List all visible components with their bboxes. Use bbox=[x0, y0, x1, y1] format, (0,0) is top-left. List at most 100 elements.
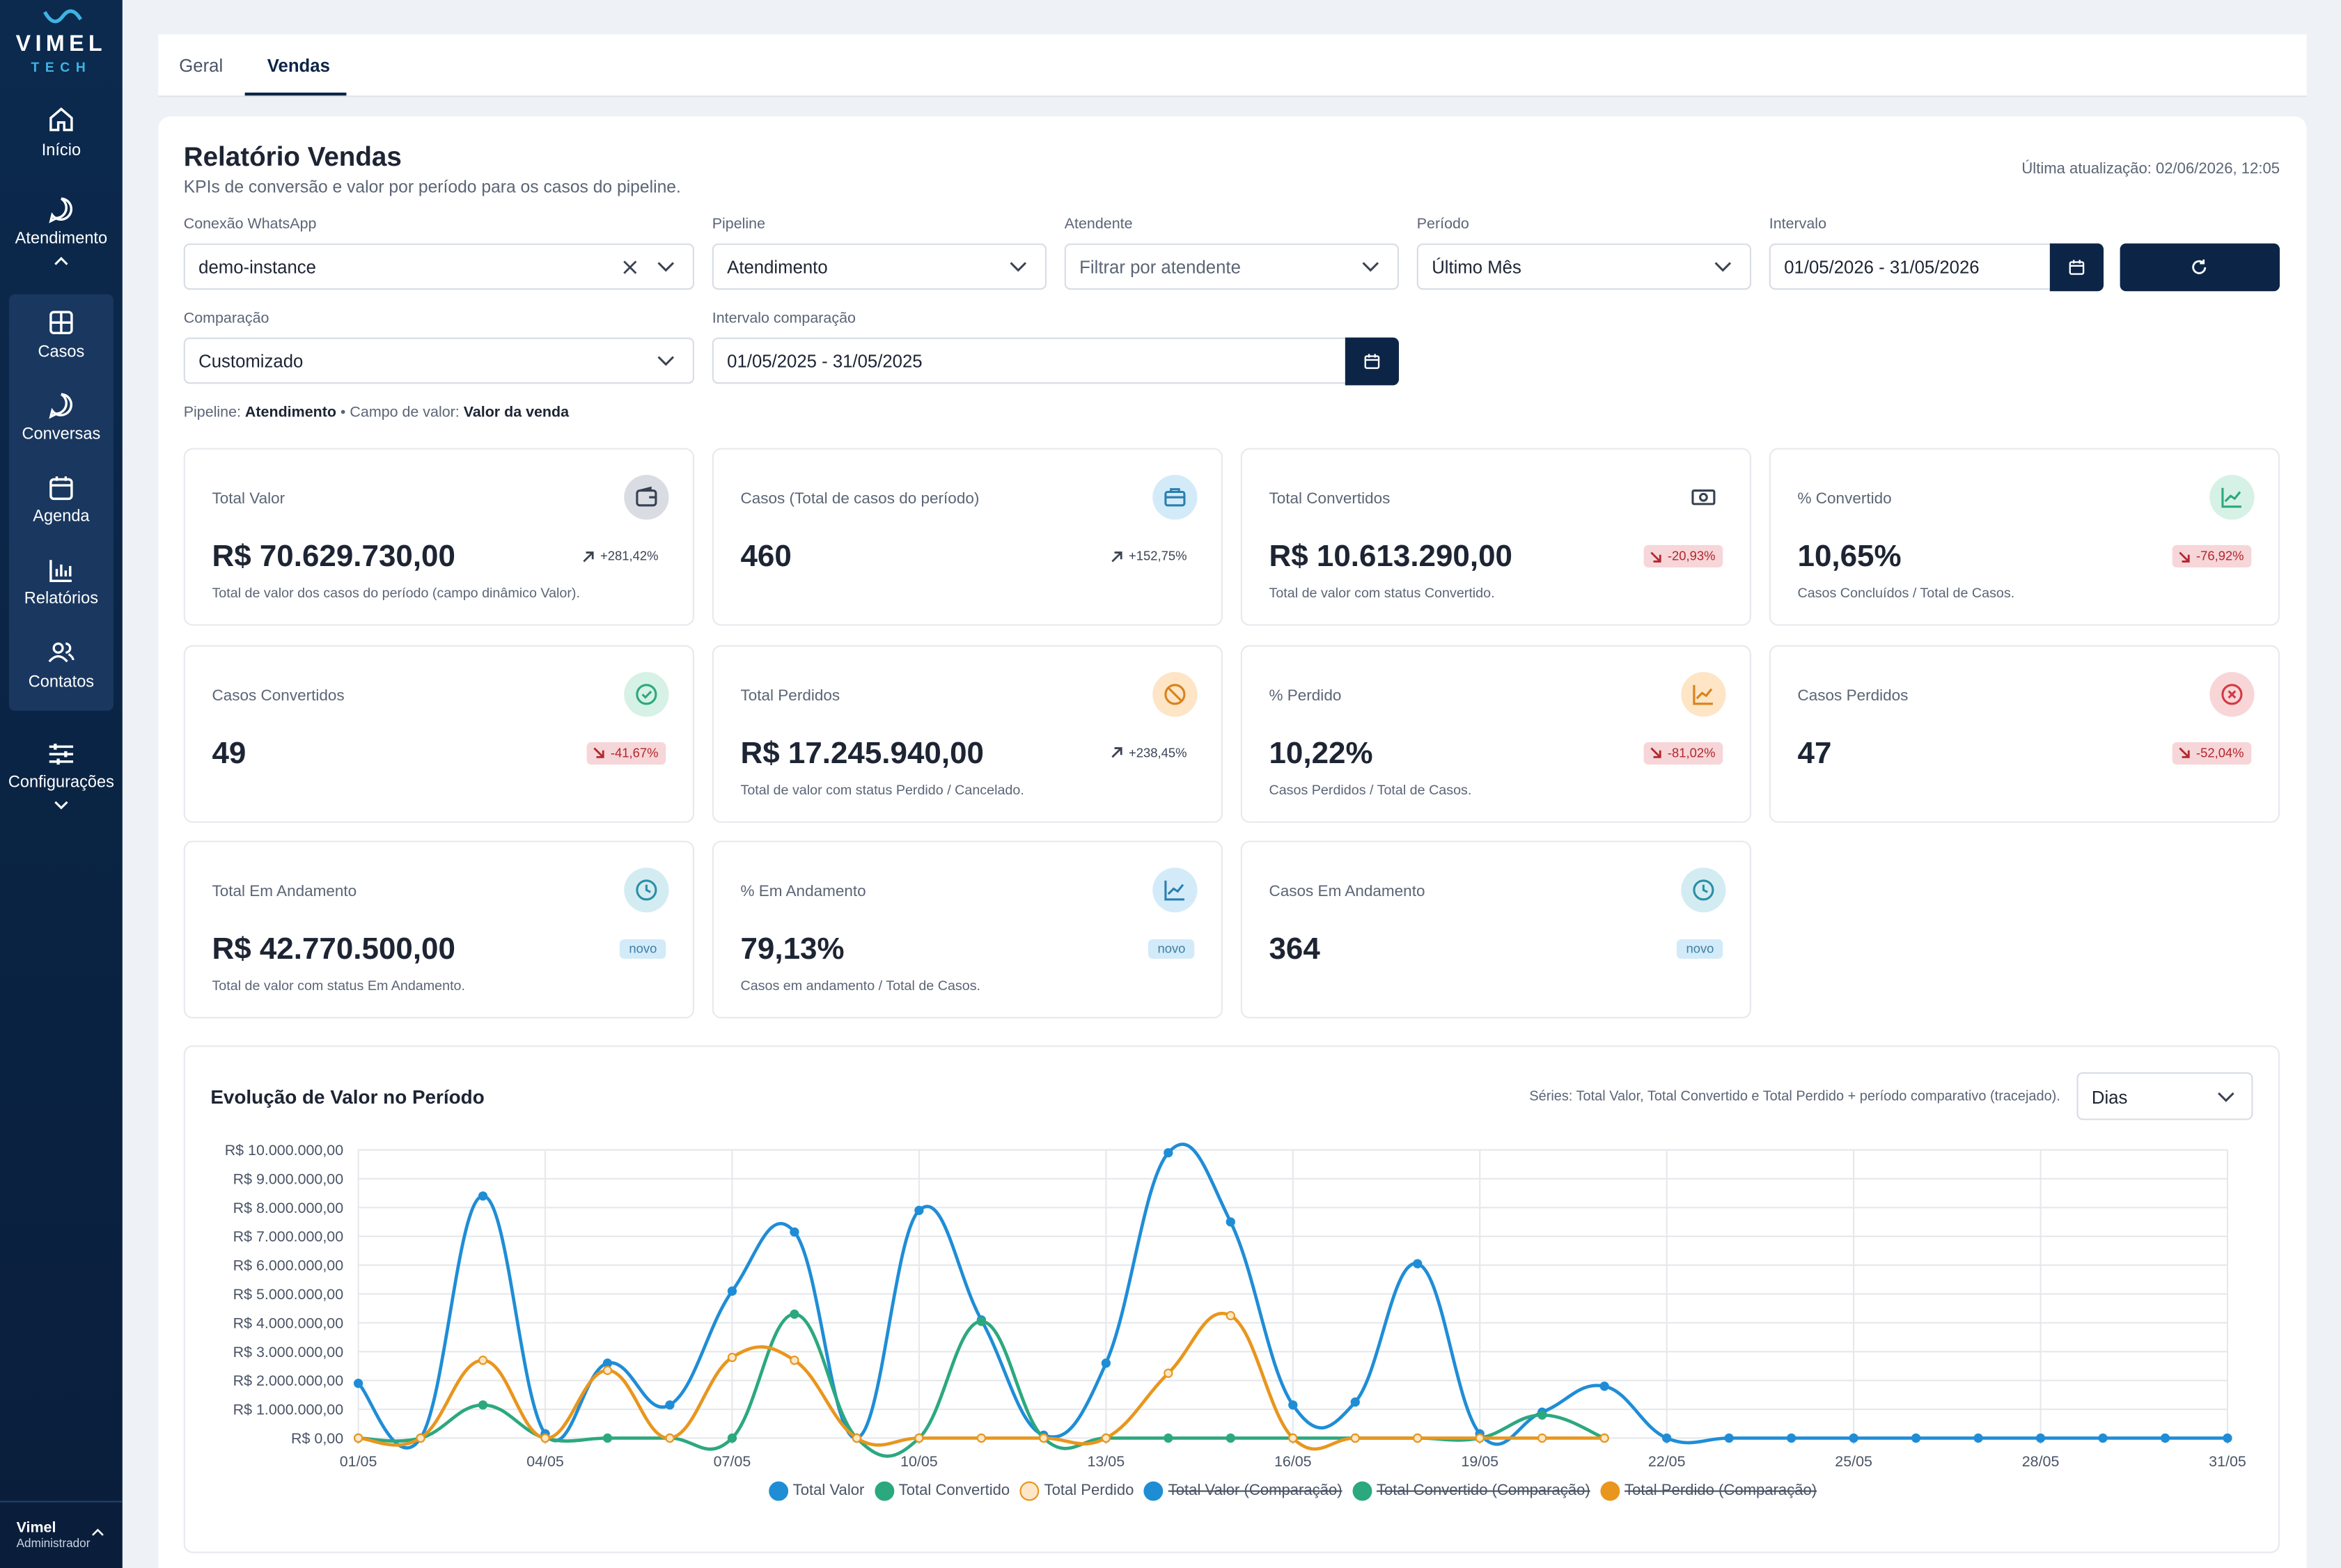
filter-input[interactable]: 01/05/2026 - 31/05/2026 bbox=[1769, 243, 2104, 290]
kpi-change-text: +281,42% bbox=[600, 548, 659, 563]
filter-label: Período bbox=[1416, 216, 1469, 233]
arrow-up bbox=[583, 551, 594, 562]
info-label: Campo de valor: bbox=[350, 405, 460, 421]
kpi-icon bbox=[1681, 671, 1726, 716]
legend-item[interactable]: Total Convertido (Comparação) bbox=[1352, 1481, 1590, 1501]
y-tick-label: R$ 8.000.000,00 bbox=[233, 1200, 344, 1216]
data-point bbox=[602, 1365, 613, 1375]
arrow-down bbox=[1650, 551, 1661, 562]
filter-input[interactable]: Filtrar por atendente bbox=[1064, 243, 1400, 290]
filter-input[interactable]: demo-instance bbox=[183, 243, 695, 290]
nav-item[interactable]: Relatórios bbox=[24, 590, 99, 608]
kpi-label: Casos (Total de casos do período) bbox=[740, 489, 980, 508]
data-point bbox=[2160, 1433, 2170, 1443]
tab[interactable]: Geral bbox=[179, 55, 224, 77]
tab-active[interactable]: Vendas bbox=[267, 55, 330, 77]
nav-item[interactable]: Conversas bbox=[22, 425, 101, 444]
data-point bbox=[1537, 1410, 1547, 1420]
kpi-card: % Em Andamento 79,13% Casos em andamento /… bbox=[712, 840, 1223, 1019]
x-tick-label: 07/05 bbox=[714, 1453, 751, 1470]
kpi-card: Casos Em Andamento 364 novo bbox=[1240, 840, 1752, 1019]
data-point bbox=[1039, 1433, 1049, 1443]
data-point bbox=[2098, 1433, 2108, 1443]
divider bbox=[0, 1500, 123, 1503]
kpi-change-text: novo bbox=[1686, 941, 1714, 956]
filter-input[interactable]: 01/05/2025 - 31/05/2025 bbox=[712, 337, 1400, 384]
icon-calendar bbox=[49, 476, 73, 501]
data-point bbox=[1164, 1147, 1173, 1158]
kpi-change: +238,45% bbox=[1105, 742, 1195, 764]
kpi-change-text: -41,67% bbox=[610, 744, 659, 760]
info-line: Pipeline: Atendimento • Campo de valor: … bbox=[184, 405, 569, 421]
data-point bbox=[1164, 1433, 1173, 1443]
filter-input[interactable]: Customizado bbox=[183, 337, 695, 384]
date-button[interactable] bbox=[2049, 243, 2104, 292]
filter-input[interactable]: Atendimento bbox=[712, 243, 1047, 290]
filter-label: Comparação bbox=[183, 311, 269, 327]
chevron bbox=[54, 256, 68, 265]
refresh-button[interactable] bbox=[2120, 243, 2280, 292]
info-label: Pipeline: bbox=[183, 405, 241, 421]
data-point bbox=[976, 1317, 987, 1326]
legend-item[interactable]: Total Valor (Comparação) bbox=[1144, 1481, 1342, 1501]
icon-sliders bbox=[49, 744, 74, 765]
kpi-card: Total Convertidos R$ 10.613.290,00 Total d… bbox=[1240, 448, 1752, 626]
data-point bbox=[1911, 1433, 1921, 1443]
nav-item[interactable]: Atendimento bbox=[15, 230, 108, 249]
chevron bbox=[2218, 1092, 2234, 1102]
chevron bbox=[657, 262, 675, 272]
clear-icon[interactable] bbox=[623, 260, 637, 274]
kpi-icon bbox=[1681, 475, 1725, 519]
y-tick-label: R$ 7.000.000,00 bbox=[233, 1228, 344, 1245]
kpi-card: Casos Convertidos 49 -41,67% bbox=[183, 644, 695, 822]
kpi-change-text: -20,93% bbox=[1667, 548, 1716, 563]
kpi-label: Total Perdidos bbox=[740, 686, 840, 705]
nav-item[interactable]: Contatos bbox=[28, 673, 95, 692]
kpi-label: % Convertido bbox=[1797, 489, 1892, 508]
data-point bbox=[1350, 1397, 1360, 1407]
legend-item[interactable]: Total Convertido bbox=[875, 1481, 1010, 1501]
y-tick-label: R$ 4.000.000,00 bbox=[233, 1315, 344, 1331]
kpi-value: R$ 10.613.290,00 bbox=[1269, 539, 1512, 574]
kpi-label: Casos Convertidos bbox=[212, 686, 345, 705]
kpi-value: 10,65% bbox=[1797, 539, 1902, 574]
data-point bbox=[1599, 1433, 1609, 1443]
kpi-label: Casos Perdidos bbox=[1797, 686, 1909, 705]
filter-input[interactable]: Último Mês bbox=[1416, 243, 1752, 290]
filter-value: 01/05/2026 - 31/05/2026 bbox=[1784, 256, 1980, 278]
legend-swatch bbox=[1020, 1481, 1040, 1501]
icon-users bbox=[48, 642, 75, 663]
legend-item[interactable]: Total Valor bbox=[769, 1481, 864, 1501]
nav-item[interactable]: Configurações bbox=[8, 774, 114, 792]
legend-label: Total Convertido bbox=[898, 1482, 1010, 1500]
kpi-description: Casos Concluídos / Total de Casos. bbox=[1797, 585, 2015, 601]
nav-item[interactable]: Início bbox=[41, 141, 81, 160]
filter-label: Pipeline bbox=[712, 216, 766, 233]
kpi-value: 10,22% bbox=[1269, 735, 1373, 770]
legend-label: Total Valor (Comparação) bbox=[1168, 1482, 1342, 1500]
date-button[interactable] bbox=[1345, 337, 1400, 386]
legend-label: Total Convertido (Comparação) bbox=[1376, 1482, 1590, 1500]
kpi-card: Casos Perdidos 47 -52,04% bbox=[1769, 644, 2280, 822]
data-point bbox=[914, 1433, 924, 1443]
kpi-change: +281,42% bbox=[577, 545, 666, 567]
legend-item[interactable]: Total Perdido bbox=[1020, 1481, 1134, 1501]
kpi-description: Total de valor com status Perdido / Canc… bbox=[740, 781, 1024, 797]
nav-item[interactable]: Agenda bbox=[33, 508, 90, 526]
chart-card bbox=[183, 1045, 2280, 1553]
kpi-change: -20,93% bbox=[1643, 544, 1723, 568]
chevron[interactable] bbox=[91, 1528, 104, 1537]
icon-chat bbox=[49, 393, 73, 419]
data-point bbox=[1226, 1217, 1235, 1227]
filter-value: Atendimento bbox=[727, 256, 828, 278]
legend-item[interactable]: Total Perdido (Comparação) bbox=[1600, 1481, 1817, 1501]
nav-item[interactable]: Casos bbox=[38, 343, 85, 362]
kpi-label: % Perdido bbox=[1269, 686, 1342, 705]
data-point bbox=[478, 1400, 488, 1410]
granularity-select[interactable]: Dias bbox=[2076, 1072, 2253, 1120]
icon bbox=[1693, 879, 1714, 901]
data-point bbox=[2223, 1433, 2232, 1443]
x-tick-label: 22/05 bbox=[1648, 1453, 1686, 1470]
